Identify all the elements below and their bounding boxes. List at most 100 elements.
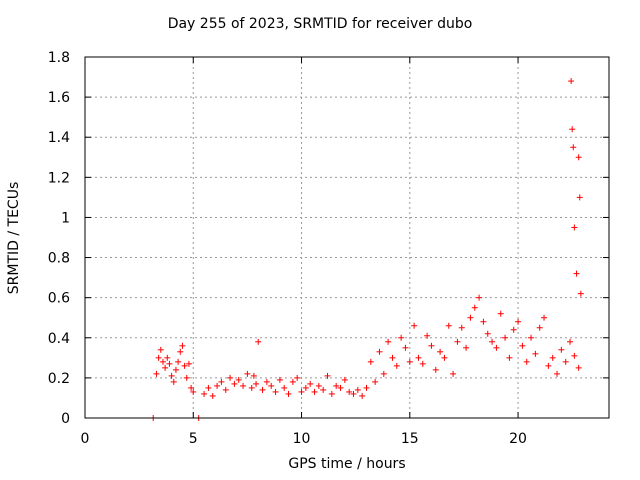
- data-point: [155, 354, 162, 361]
- data-point: [532, 350, 539, 357]
- data-point: [463, 344, 470, 351]
- data-point: [545, 362, 552, 369]
- data-point: [315, 382, 322, 389]
- data-point: [337, 384, 344, 391]
- data-points: [150, 78, 584, 421]
- data-point: [346, 388, 353, 395]
- data-point: [244, 370, 251, 377]
- data-point: [320, 386, 327, 393]
- data-point: [153, 370, 160, 377]
- y-tick-label: 1.4: [48, 130, 70, 146]
- data-point: [259, 386, 266, 393]
- data-point: [415, 354, 422, 361]
- data-point: [575, 154, 582, 161]
- data-point: [170, 378, 177, 385]
- y-tick-label: 0: [61, 411, 70, 427]
- data-point: [185, 360, 192, 367]
- data-point: [168, 372, 175, 379]
- data-point: [159, 358, 166, 365]
- data-point: [445, 322, 452, 329]
- data-point: [209, 392, 216, 399]
- data-point: [324, 372, 331, 379]
- data-point: [248, 384, 255, 391]
- data-point: [372, 378, 379, 385]
- y-tick-label: 0.4: [48, 331, 70, 347]
- data-point: [205, 384, 212, 391]
- data-point: [573, 270, 580, 277]
- data-point: [467, 314, 474, 321]
- data-point: [363, 384, 370, 391]
- data-point: [240, 382, 247, 389]
- data-point: [268, 382, 275, 389]
- x-tick-label: 20: [509, 431, 527, 447]
- data-point: [519, 342, 526, 349]
- y-tick-label: 0.6: [48, 291, 70, 307]
- data-point: [480, 318, 487, 325]
- data-point: [166, 360, 173, 367]
- y-tick-label: 1: [61, 210, 70, 226]
- x-tick-label: 0: [81, 431, 90, 447]
- data-point: [227, 374, 234, 381]
- data-point: [419, 360, 426, 367]
- data-point: [253, 380, 260, 387]
- x-tick-label: 10: [293, 431, 311, 447]
- data-point: [570, 144, 577, 151]
- data-point: [497, 310, 504, 317]
- y-tick-label: 1.8: [48, 50, 70, 66]
- data-point: [567, 338, 574, 345]
- data-point: [393, 362, 400, 369]
- data-point: [190, 388, 197, 395]
- axis-ticks: 0 0.2 0.4 0.6 0.8 1 1.2 1.4 1.6 1.8 0 5 10 15 20: [48, 50, 609, 447]
- data-point: [576, 194, 583, 201]
- data-point: [493, 344, 500, 351]
- data-point: [307, 380, 314, 387]
- y-tick-label: 0.8: [48, 251, 70, 267]
- x-axis-label: GPS time / hours: [288, 456, 406, 472]
- data-point: [541, 314, 548, 321]
- data-point: [162, 364, 169, 371]
- data-point: [328, 390, 335, 397]
- data-point: [454, 338, 461, 345]
- data-point: [188, 384, 195, 391]
- data-point: [389, 354, 396, 361]
- data-point: [350, 390, 357, 397]
- data-point: [302, 384, 309, 391]
- data-point: [359, 392, 366, 399]
- data-point: [484, 330, 491, 337]
- data-point: [276, 376, 283, 383]
- y-tick-label: 1.2: [48, 170, 70, 186]
- data-point: [218, 378, 225, 385]
- data-point: [502, 334, 509, 341]
- data-point: [175, 358, 182, 365]
- y-tick-label: 0.2: [48, 371, 70, 387]
- data-point: [506, 354, 513, 361]
- data-point: [441, 354, 448, 361]
- data-point: [568, 78, 575, 85]
- data-point: [380, 370, 387, 377]
- data-point: [450, 370, 457, 377]
- data-point: [231, 380, 238, 387]
- data-point: [333, 382, 340, 389]
- data-point: [177, 348, 184, 355]
- data-point: [549, 354, 556, 361]
- x-tick-label: 5: [189, 431, 198, 447]
- grid-lines: [85, 57, 609, 418]
- data-point: [311, 388, 318, 395]
- data-point: [571, 224, 578, 231]
- data-point: [406, 358, 413, 365]
- data-point: [354, 386, 361, 393]
- data-point: [489, 338, 496, 345]
- data-point: [577, 290, 584, 297]
- data-point: [471, 304, 478, 311]
- x-tick-label: 15: [401, 431, 419, 447]
- data-point: [201, 390, 208, 397]
- data-point: [179, 342, 186, 349]
- data-point: [281, 384, 288, 391]
- data-point: [523, 358, 530, 365]
- data-point: [263, 378, 270, 385]
- data-point: [554, 370, 561, 377]
- data-point: [164, 354, 171, 361]
- data-point: [214, 382, 221, 389]
- plot-frame: [84, 56, 610, 419]
- data-point: [157, 346, 164, 353]
